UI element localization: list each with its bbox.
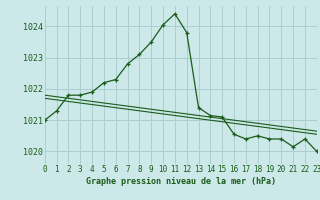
X-axis label: Graphe pression niveau de la mer (hPa): Graphe pression niveau de la mer (hPa) [86, 177, 276, 186]
